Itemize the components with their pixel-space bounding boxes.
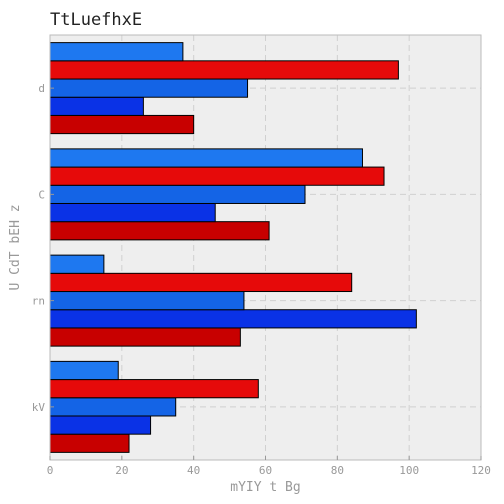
x-tick-label: 100 [399,464,419,477]
bar [49,433,130,453]
x-axis-ticks: 0 20 40 60 80 100 120 [47,456,491,477]
bar [49,415,152,435]
bar [49,78,249,98]
y-axis-label: U CdT bEH z [8,204,23,290]
bar [49,42,184,62]
bar [49,166,385,186]
y-tick-label: rn [32,295,45,308]
x-tick-label: 20 [115,464,128,477]
bar [49,379,259,399]
bar [49,221,270,241]
y-axis-ticks: kV rn Cd [32,82,54,414]
bar [49,327,241,347]
x-tick-label: 0 [47,464,54,477]
x-axis-label: mYIY t Bg [230,480,300,495]
bar [49,96,144,116]
bars-group [49,42,417,453]
y-tick-label: d [38,82,45,95]
x-tick-label: 80 [331,464,344,477]
chart-title: TtLuefhxE [50,10,142,30]
x-tick-label: 120 [471,464,491,477]
bar [49,202,216,223]
x-tick-label: 40 [187,464,200,477]
bar [49,60,399,80]
bar [49,360,119,381]
bar [49,148,363,168]
bar [49,114,195,135]
x-tick-label: 60 [259,464,272,477]
bar [49,254,105,274]
y-tick-label: C [38,188,45,201]
bar [49,291,245,311]
bar [49,397,177,417]
y-tick-label: kV [32,401,46,414]
bar [49,309,417,329]
bar [49,272,353,293]
bar [49,184,306,204]
